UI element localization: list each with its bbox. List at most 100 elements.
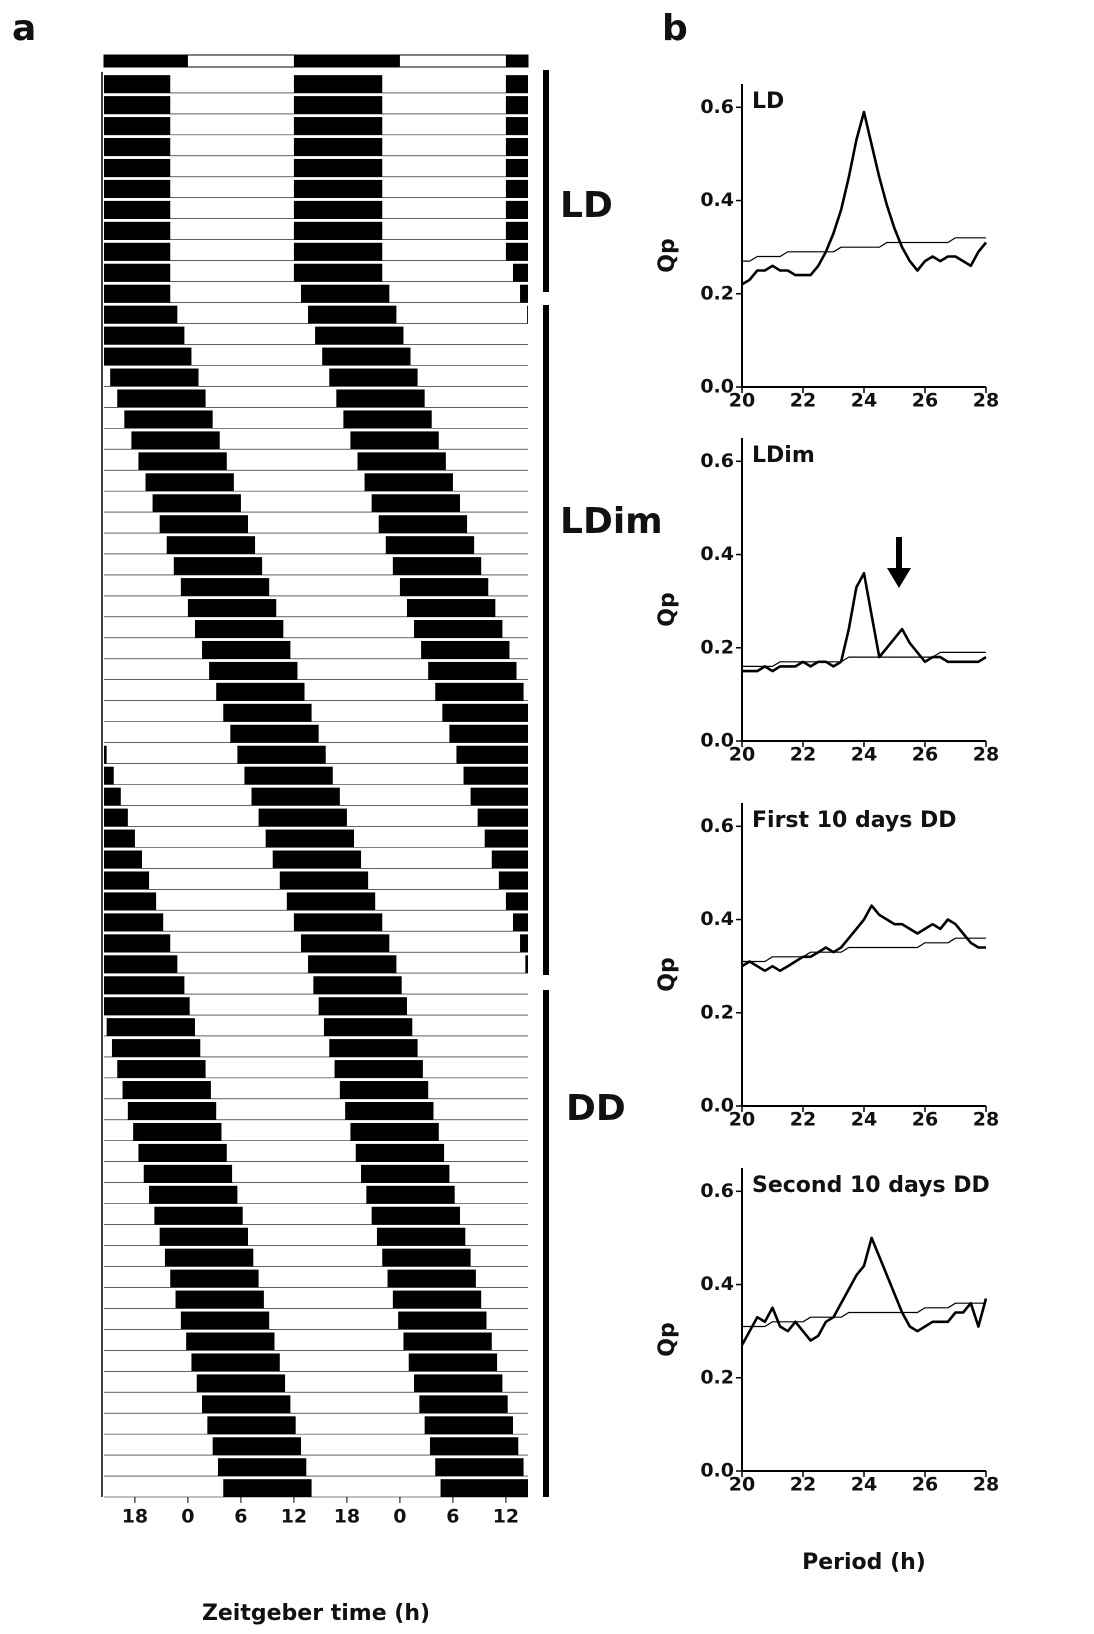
activity-bout [371,494,460,513]
activity-bout [117,1060,206,1078]
activity-bout [145,473,234,492]
activity-bout [104,745,107,764]
activity-bout [300,934,390,953]
x-tick-label: 22 [790,390,816,412]
y-tick-label: 0.4 [700,908,734,930]
activity-bout [505,179,528,198]
x-tick-label: 12 [493,1506,519,1528]
activity-bout [357,452,446,471]
activity-bout [456,745,528,764]
activity-bout [265,829,354,848]
activity-bout [429,1437,519,1456]
y-tick-label: 0.0 [700,1095,734,1117]
activity-bout [484,829,528,848]
x-tick-label: 20 [729,1474,755,1496]
activity-bout [376,1227,466,1246]
activity-bout [343,410,432,429]
y-axis-label: Qp [655,957,680,991]
activity-bout [463,766,528,785]
series-line [741,904,986,973]
x-tick-label: 24 [851,744,877,766]
y-tick-label: 0.0 [700,1460,734,1482]
activity-bout [293,913,383,932]
activity-bout [293,263,383,282]
activity-bout [196,1374,286,1393]
activity-bout [520,934,528,953]
chart-title: Second 10 days DD [752,1173,990,1198]
y-tick-label: 0.6 [700,815,734,837]
activity-bout [104,892,157,911]
activity-bout [361,1164,450,1183]
x-axis-label: Period (h) [802,1550,926,1575]
activity-bout [318,997,407,1016]
activity-bout [104,997,190,1016]
activity-bout [124,410,213,429]
activity-bout [293,179,383,198]
activity-bout [435,682,524,701]
activity-bout [293,158,383,177]
activity-bout [104,955,178,974]
activity-bout [104,96,171,114]
activity-bout [440,1479,528,1497]
activity-bout [520,284,528,303]
activity-bout [505,200,528,219]
activity-bout [111,1039,201,1057]
activity-bout [392,1290,482,1309]
activity-bout [505,96,528,114]
activity-bout [154,1206,243,1225]
activity-bout [104,221,171,240]
y-tick-label: 0.4 [700,189,734,211]
activity-bout [366,1185,455,1204]
series-line [742,237,986,262]
activity-bout [164,1248,254,1267]
y-tick-label: 0.6 [700,1180,734,1202]
activity-bout [329,1039,418,1057]
activity-bout [237,745,326,764]
chart-title: First 10 days DD [752,808,957,833]
activity-bout [286,892,376,911]
activity-bout [104,284,171,303]
activity-bout [525,955,528,974]
y-tick-label: 0.2 [700,1001,734,1023]
activity-bout [293,200,383,219]
activity-bout [251,787,340,806]
x-tick-label: 0 [393,1506,406,1528]
activity-bout [216,682,305,701]
activity-bout [505,242,528,261]
activity-bout [382,1248,471,1267]
x-tick-label: 24 [851,1109,877,1131]
x-tick-label: 18 [122,1506,148,1528]
x-tick-label: 20 [729,1109,755,1131]
activity-bout [421,640,510,659]
x-tick-label: 18 [334,1506,360,1528]
activity-bout [442,703,528,722]
x-tick-label: 6 [234,1506,247,1528]
x-tick-label: 26 [912,1109,938,1131]
y-tick-label: 0.6 [700,450,734,472]
activity-bout [104,242,171,261]
activity-bout [392,557,482,575]
activity-bout [406,599,496,617]
activity-bout [364,473,453,492]
y-tick-label: 0.4 [700,1273,734,1295]
activity-bout [371,1206,460,1225]
activity-bout [104,850,142,869]
x-tick-label: 24 [851,390,877,412]
activity-bout [527,305,528,324]
activity-bout [345,1101,434,1120]
activity-bout [104,326,185,345]
x-tick-label: 24 [851,1474,877,1496]
activity-bout [355,1143,445,1162]
activity-bout [435,1458,524,1477]
activity-bout [470,787,528,806]
x-tick-label: 22 [790,744,816,766]
series-line [742,937,986,963]
activity-bout [387,1269,476,1288]
activity-bout [315,326,404,345]
activity-bout [398,1311,487,1330]
activity-bout [498,871,528,890]
x-tick-label: 28 [973,744,999,766]
x-axis-label: Zeitgeber time (h) [202,1601,430,1626]
